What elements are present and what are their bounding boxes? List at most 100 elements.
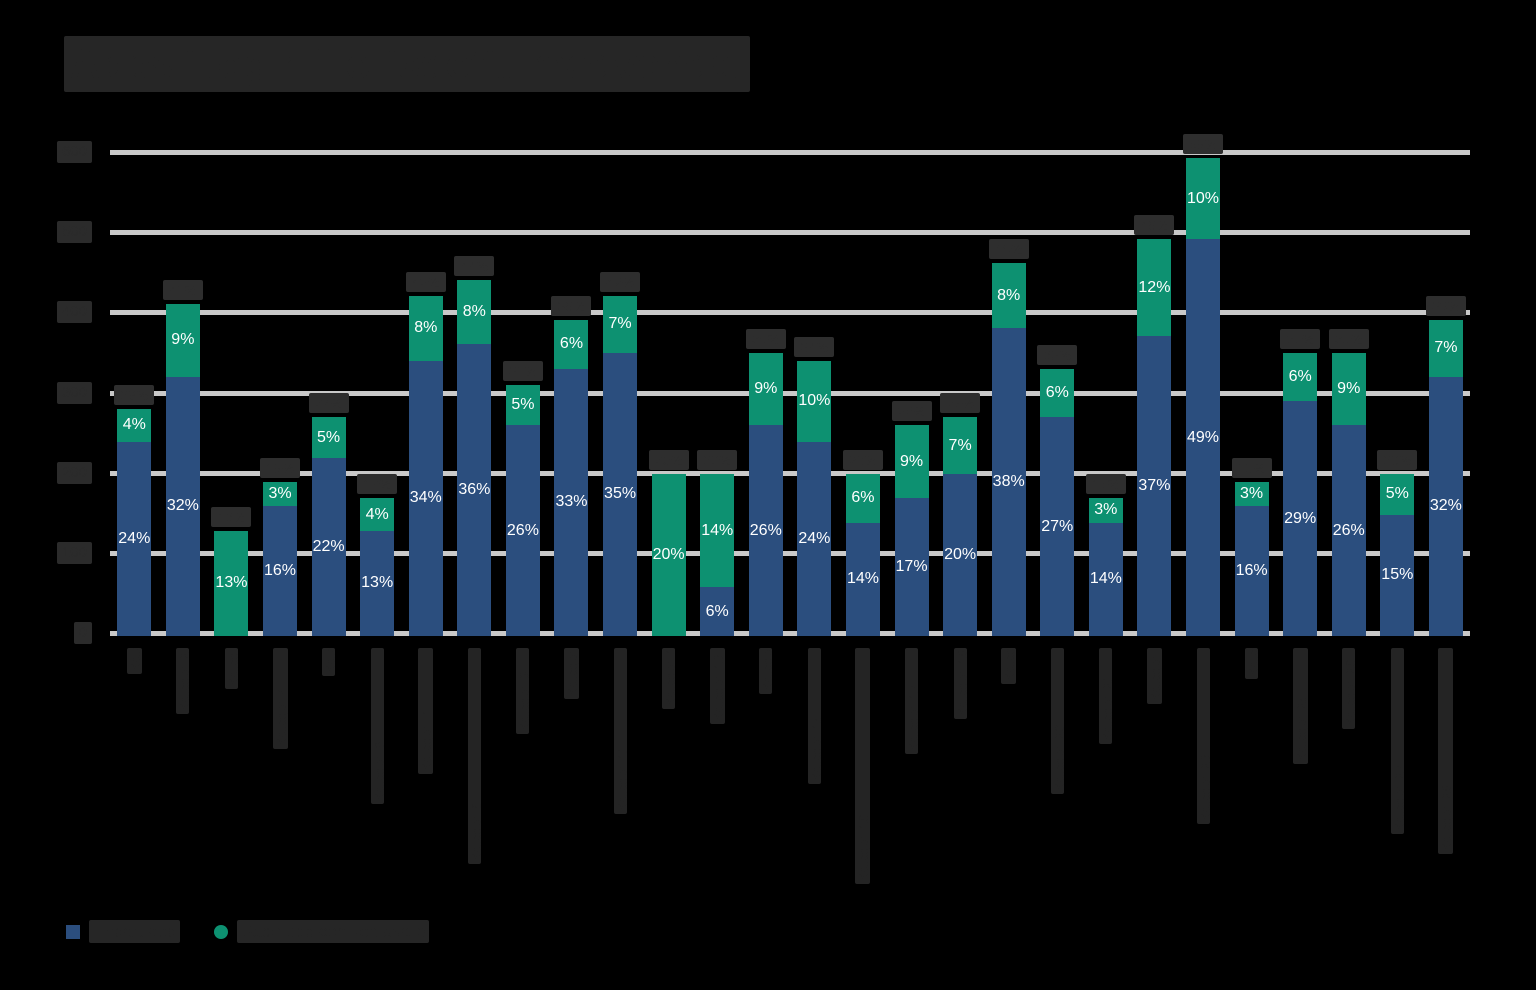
bar-stack[interactable]: 20% 20% [648,450,689,636]
bar-stack[interactable]: 35% 6% 29% [1280,328,1321,636]
bar-segment-blue[interactable]: 13% [360,530,395,636]
bar-stack[interactable]: 34% 10% 24% [794,336,835,636]
bar-segment-green[interactable]: 7% [603,295,638,353]
bar-segment-blue[interactable]: 27% [1040,417,1075,636]
bar-stack[interactable]: 42% 8% 34% [405,271,446,636]
bar-column[interactable]: 41% 9% 32% [159,150,208,636]
bar-segment-green[interactable]: 6% [845,474,880,523]
bar-column[interactable]: 20% 5% 15% [1373,150,1422,636]
bar-stack[interactable]: 13% 13% [211,506,252,636]
bar-stack[interactable]: 28% 4% 24% [114,385,155,636]
bar-segment-green[interactable]: 10% [1186,158,1220,240]
bar-column[interactable]: 34% 10% 24% [790,150,839,636]
bar-segment-green[interactable]: 5% [311,417,346,458]
bar-column[interactable]: 35% 6% 29% [1276,150,1325,636]
bar-segment-blue[interactable]: 26% [748,425,783,636]
bar-segment-green[interactable]: 6% [554,320,589,369]
bar-segment-blue[interactable]: 14% [845,522,880,636]
bar-segment-green[interactable]: 10% [797,360,832,442]
bar-column[interactable]: 39% 6% 33% [547,150,596,636]
bar-segment-green[interactable]: 6% [1283,352,1318,402]
bar-segment-blue[interactable]: 15% [1380,514,1415,636]
bar-segment-blue[interactable]: 20% [943,474,978,636]
bar-segment-blue[interactable]: 16% [1234,506,1269,636]
bar-segment-blue[interactable]: 26% [1331,425,1366,636]
bar-segment-green[interactable]: 9% [165,303,200,377]
bar-segment-green[interactable]: 8% [991,263,1026,329]
bar-column[interactable]: 39% 7% 32% [1422,150,1471,636]
bar-column[interactable]: 26% 9% 17% [887,150,936,636]
bar-column[interactable]: 17% 3% 14% [1082,150,1131,636]
bar-column[interactable]: 33% 6% 27% [1033,150,1082,636]
bar-segment-green[interactable]: 9% [894,425,929,499]
bar-column[interactable]: 27% 5% 22% [304,150,353,636]
bar-column[interactable]: 27% 7% 20% [936,150,985,636]
bar-segment-green[interactable]: 13% [214,530,249,636]
bar-column[interactable]: 19% 3% 16% [256,150,305,636]
bar-column[interactable]: 42% 8% 34% [401,150,450,636]
bar-column[interactable]: 35% 9% 26% [1324,150,1373,636]
bar-segment-green[interactable]: 3% [1088,498,1123,523]
bar-column[interactable]: 13% 13% [207,150,256,636]
bar-segment-blue[interactable]: 35% [603,352,638,636]
bar-column[interactable]: 46% 8% 38% [984,150,1033,636]
bar-segment-green[interactable]: 12% [1137,239,1172,337]
bar-segment-green[interactable]: 8% [408,295,443,361]
bar-segment-green[interactable]: 5% [505,384,540,426]
bar-segment-green[interactable]: 9% [748,352,783,426]
bar-stack[interactable]: 49% 12% 37% [1134,215,1175,636]
bar-segment-green[interactable]: 3% [263,482,298,507]
bar-segment-green[interactable]: 5% [1380,474,1415,515]
bar-stack[interactable]: 19% 3% 16% [1231,458,1272,636]
bar-segment-green[interactable]: 20% [651,474,686,636]
bar-segment-blue[interactable]: 32% [165,376,200,636]
bar-segment-blue[interactable]: 32% [1428,376,1463,636]
bar-column[interactable]: 42% 7% 35% [596,150,645,636]
bar-segment-blue[interactable]: 34% [408,360,443,636]
bar-segment-blue[interactable]: 49% [1186,239,1220,636]
bar-segment-green[interactable]: 4% [360,498,395,531]
bar-column[interactable]: 49% 12% 37% [1130,150,1179,636]
bar-segment-blue[interactable]: 37% [1137,336,1172,636]
bar-segment-green[interactable]: 6% [1040,368,1075,418]
bar-segment-green[interactable]: 14% [700,474,735,588]
bar-stack[interactable]: 20% 5% 15% [1377,450,1418,636]
bar-segment-green[interactable]: 9% [1331,352,1366,426]
bar-segment-blue[interactable]: 6% [700,587,735,636]
legend-item[interactable]: Enbart app [66,920,181,943]
bar-column[interactable]: 35% 9% 26% [742,150,791,636]
bar-segment-blue[interactable]: 24% [797,441,832,636]
bar-segment-green[interactable]: 7% [943,417,978,474]
bar-stack[interactable]: 17% 4% 13% [357,474,398,636]
bar-segment-blue[interactable]: 33% [554,368,589,636]
bar-stack[interactable]: 44% 8% 36% [454,255,495,636]
bar-segment-blue[interactable]: 17% [894,498,929,636]
bar-segment-blue[interactable]: 29% [1283,401,1318,636]
bar-stack[interactable]: 31% 5% 26% [502,360,543,636]
bar-stack[interactable]: 46% 8% 38% [988,239,1029,636]
bar-segment-blue[interactable]: 38% [991,328,1026,636]
bar-stack[interactable]: 35% 9% 26% [745,328,786,636]
bar-stack[interactable]: 17% 3% 14% [1085,474,1126,636]
bar-segment-green[interactable]: 4% [117,409,152,442]
bar-segment-blue[interactable]: 36% [457,344,492,636]
bar-stack[interactable]: 59% 10% 49% [1183,134,1223,636]
bar-stack[interactable]: 42% 7% 35% [600,271,641,636]
bar-column[interactable]: 59% 10% 49% [1179,134,1228,636]
bar-stack[interactable]: 20% 6% 14% [842,450,883,636]
bar-stack[interactable]: 39% 7% 32% [1425,296,1466,636]
bar-segment-blue[interactable]: 26% [505,425,540,636]
bar-stack[interactable]: 39% 6% 33% [551,296,592,636]
bar-segment-blue[interactable]: 24% [117,441,152,636]
bar-segment-green[interactable]: 7% [1428,320,1463,377]
bar-stack[interactable]: 19% 3% 16% [260,458,301,636]
bar-column[interactable]: 28% 4% 24% [110,150,159,636]
bar-stack[interactable]: 26% 9% 17% [891,401,932,636]
bar-segment-blue[interactable]: 16% [263,506,298,636]
bar-column[interactable]: 17% 4% 13% [353,150,402,636]
bar-stack[interactable]: 27% 5% 22% [308,393,349,636]
bar-column[interactable]: 20% 6% 14% [839,150,888,636]
bar-segment-blue[interactable]: 14% [1088,522,1123,636]
legend-item[interactable]: Bade app och kortlasare [214,920,430,943]
bar-stack[interactable]: 20% 14% 6% [697,450,738,636]
